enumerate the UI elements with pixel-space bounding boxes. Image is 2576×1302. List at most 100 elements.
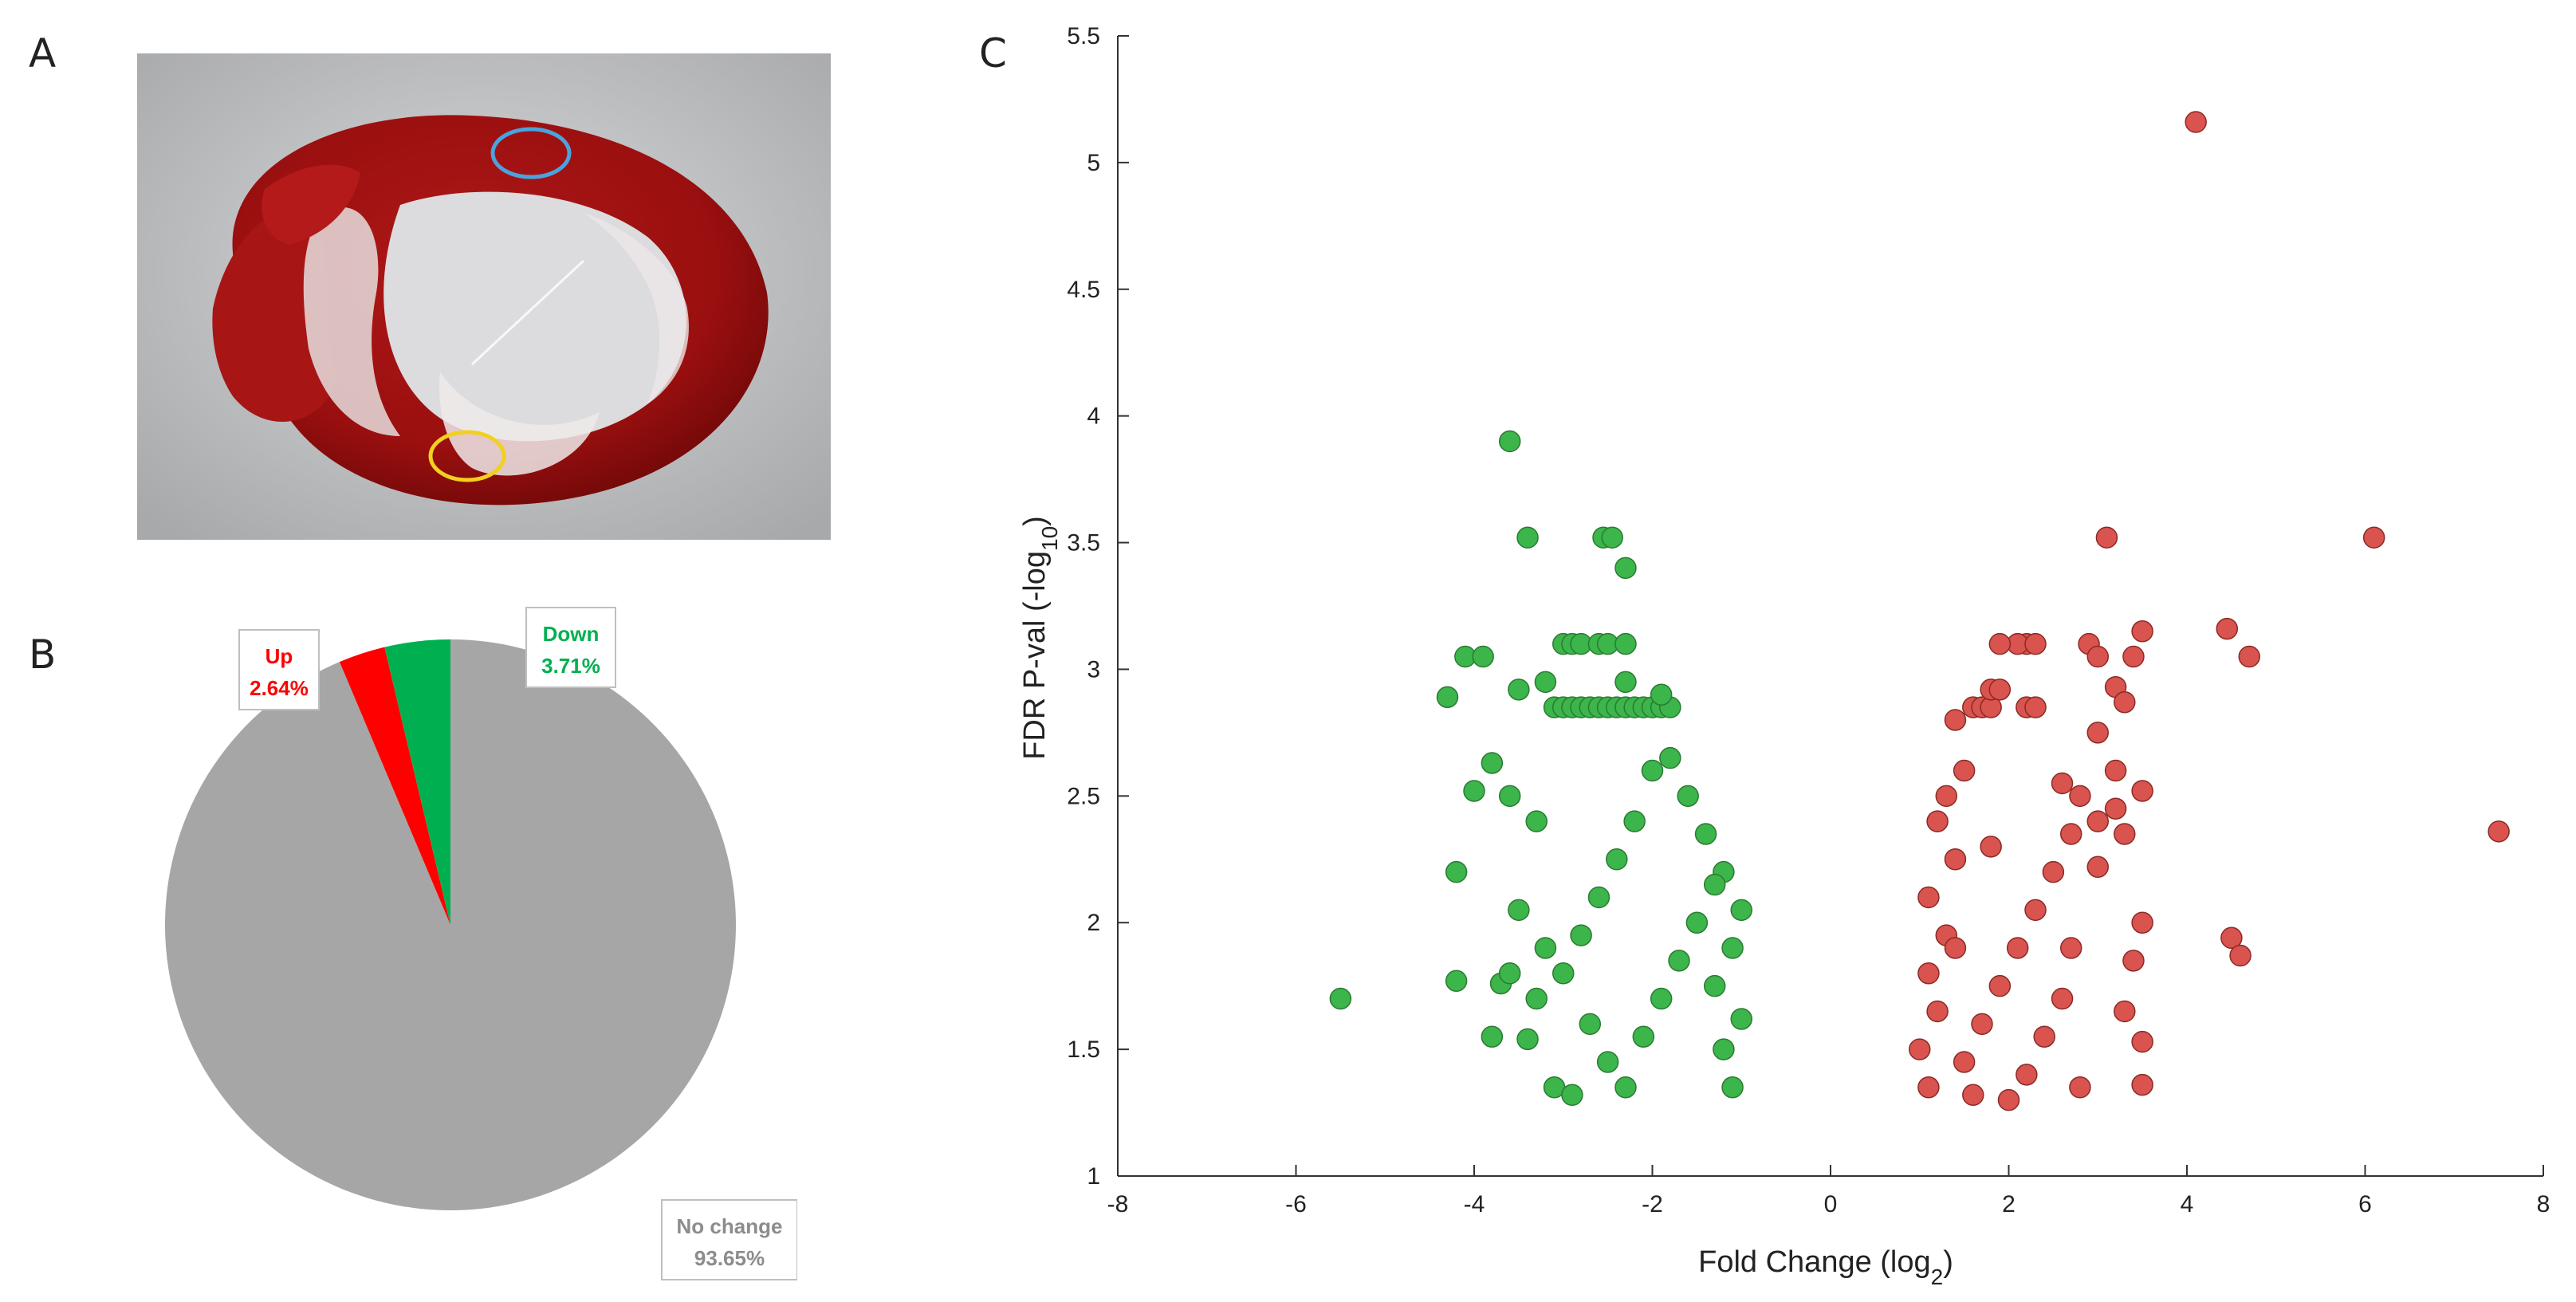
point-up bbox=[2024, 632, 2047, 655]
point-up bbox=[1944, 709, 1967, 731]
point-up bbox=[2086, 810, 2109, 832]
point-up bbox=[1988, 679, 2012, 701]
volcano-plot: -8 -6 -4 -2 0 2 4 6 8 1 1.5 2 2.5 3 3.5 4 4.5 5 5.5 Fold C… bbox=[1018, 23, 2550, 1289]
x-tick-label: -8 bbox=[1107, 1191, 1129, 1217]
point-up bbox=[2042, 860, 2065, 883]
point-up bbox=[2086, 722, 2109, 744]
point-up bbox=[2104, 759, 2127, 782]
up-percent: 2.64% bbox=[250, 676, 309, 700]
muscle-fold bbox=[262, 164, 360, 245]
down-label-box bbox=[525, 607, 616, 688]
point-down bbox=[1614, 632, 1637, 655]
point-down bbox=[1650, 987, 1673, 1010]
nochange-percent: 93.65% bbox=[694, 1246, 765, 1270]
down-percent: 3.71% bbox=[541, 654, 600, 678]
point-up bbox=[2059, 937, 2082, 959]
point-up bbox=[2131, 1073, 2153, 1096]
point-down bbox=[1525, 987, 1548, 1010]
point-down bbox=[1659, 746, 1681, 769]
point-down bbox=[1587, 886, 1610, 909]
point-down bbox=[1730, 899, 1752, 922]
point-down bbox=[1534, 937, 1557, 959]
point-down bbox=[1703, 974, 1726, 997]
point-down bbox=[1668, 950, 1690, 972]
point-up bbox=[2033, 1025, 2055, 1048]
point-up bbox=[1988, 632, 2012, 655]
point-down bbox=[1713, 1038, 1735, 1060]
point-down bbox=[1685, 911, 1709, 934]
point-down bbox=[1650, 683, 1673, 706]
point-up bbox=[1988, 974, 2012, 997]
point-down bbox=[1596, 1051, 1619, 1073]
point-up bbox=[1909, 1038, 1931, 1060]
point-down bbox=[1472, 645, 1494, 668]
point-down bbox=[1498, 962, 1521, 985]
point-up bbox=[2006, 937, 2029, 959]
point-up bbox=[1944, 937, 1967, 959]
point-up bbox=[2131, 780, 2153, 802]
point-up bbox=[2104, 797, 2127, 820]
y-tick-label: 3.5 bbox=[1067, 530, 1100, 557]
panel-label-c: C bbox=[979, 30, 1007, 77]
y-tick-label: 1 bbox=[1087, 1163, 1100, 1190]
scar-tissue-left bbox=[303, 207, 400, 436]
point-up bbox=[2185, 111, 2207, 133]
point-down bbox=[1463, 780, 1485, 802]
point-down bbox=[1552, 962, 1575, 985]
y-tick-label: 4 bbox=[1087, 403, 1100, 430]
point-down bbox=[1534, 671, 1557, 694]
y-tick-label: 4.5 bbox=[1067, 277, 1100, 303]
point-down bbox=[1498, 785, 1521, 808]
point-down bbox=[1606, 848, 1628, 871]
x-tick-label: 8 bbox=[2537, 1191, 2550, 1217]
point-down bbox=[1525, 810, 1548, 832]
pie-slice-up bbox=[339, 647, 450, 925]
x-tick-label: 0 bbox=[1824, 1191, 1838, 1217]
point-down bbox=[1436, 686, 1459, 709]
chordae-strand bbox=[470, 259, 585, 366]
point-up bbox=[1980, 836, 2002, 858]
y-tick-label: 1.5 bbox=[1067, 1036, 1100, 1063]
pie-slice-no-change bbox=[164, 639, 736, 1210]
point-up bbox=[1935, 785, 1958, 808]
x-tick-label: -4 bbox=[1464, 1191, 1485, 1217]
nochange-label-box bbox=[661, 1199, 797, 1280]
point-up bbox=[2051, 987, 2074, 1010]
right-ventricle-wall bbox=[212, 197, 336, 423]
point-up bbox=[2238, 645, 2260, 668]
x-tick-label: -6 bbox=[1285, 1191, 1307, 1217]
down-label: Down bbox=[543, 622, 600, 646]
point-down bbox=[1721, 1076, 1744, 1099]
point-up bbox=[1953, 1051, 1976, 1073]
point-up bbox=[1953, 759, 1976, 782]
point-down bbox=[1508, 679, 1530, 701]
point-down bbox=[1445, 970, 1468, 993]
point-up bbox=[2024, 696, 2047, 718]
point-down bbox=[1623, 810, 1646, 832]
point-up bbox=[1926, 1000, 1949, 1023]
scar-tissue-bottom bbox=[439, 372, 600, 476]
point-up bbox=[2122, 645, 2145, 668]
point-down bbox=[1601, 526, 1623, 549]
point-up bbox=[2095, 526, 2118, 549]
point-up bbox=[2220, 926, 2243, 950]
point-down bbox=[1730, 1008, 1752, 1030]
point-up bbox=[2016, 1064, 2038, 1086]
point-up bbox=[2131, 911, 2153, 934]
point-down bbox=[1614, 671, 1637, 694]
x-axis-label: Fold Change (log2) bbox=[1698, 1245, 1953, 1289]
remote-region-circle bbox=[490, 127, 572, 179]
point-down bbox=[1516, 526, 1539, 549]
pie-slice-down bbox=[384, 639, 450, 925]
x-tick-label: -2 bbox=[1642, 1191, 1663, 1217]
infarct-region-circle bbox=[428, 430, 506, 482]
point-down bbox=[1614, 557, 1637, 580]
point-up bbox=[1926, 810, 1949, 832]
point-up bbox=[1997, 1088, 2020, 1111]
point-up bbox=[2362, 526, 2385, 549]
point-up bbox=[2086, 856, 2109, 879]
point-down bbox=[1481, 1025, 1504, 1048]
point-up bbox=[1962, 1084, 1984, 1107]
point-down bbox=[1721, 937, 1744, 959]
nochange-label: No change bbox=[677, 1214, 783, 1238]
